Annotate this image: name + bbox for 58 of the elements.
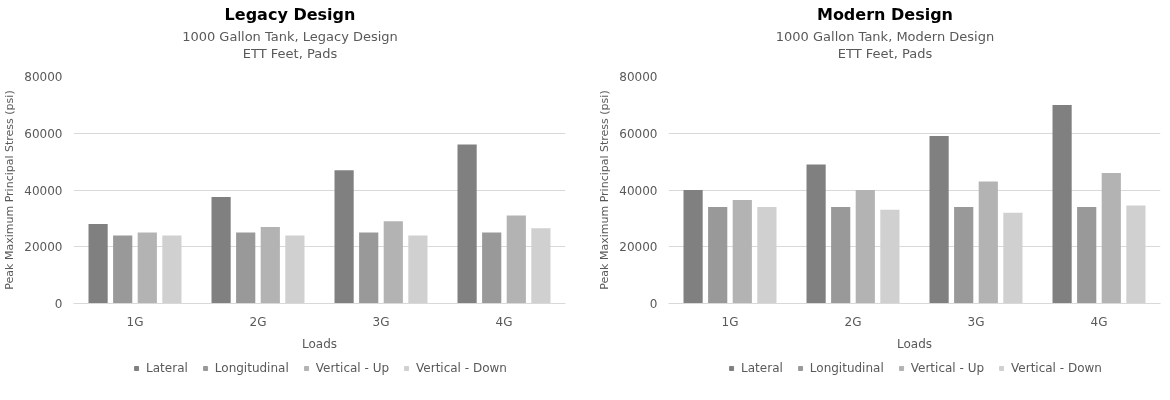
bar	[113, 235, 133, 304]
y-tick-label: 20000	[619, 240, 658, 255]
x-tick-label: 2G	[249, 314, 267, 329]
legend-label: Vertical - Down	[1011, 361, 1102, 376]
bar	[383, 221, 403, 304]
bar	[88, 224, 108, 304]
bar	[683, 190, 703, 304]
bar	[1052, 105, 1072, 304]
y-tick-label: 60000	[24, 126, 63, 141]
bar	[831, 207, 851, 304]
legend-label: Vertical - Up	[315, 361, 390, 376]
chart-subtitle: 1000 Gallon Tank, Legacy Design ETT Feet, Pads	[182, 28, 398, 62]
chart-subtitle: 1000 Gallon Tank, Modern Design ETT Feet, Pads	[775, 28, 995, 62]
x-tick-label: 1G	[721, 314, 739, 329]
y-axis-title: Peak Maximum Principal Stress (psi)	[3, 90, 17, 290]
y-tick-label: 0	[54, 297, 63, 312]
bar	[236, 232, 256, 304]
bar	[359, 232, 379, 304]
bar	[334, 170, 354, 304]
chart-title: Legacy Design	[223, 5, 357, 24]
legend-label: Vertical - Down	[416, 361, 507, 376]
x-tick-label: 2G	[844, 314, 862, 329]
bar	[732, 200, 752, 304]
bar	[260, 227, 280, 304]
bar	[929, 136, 949, 304]
bar	[954, 207, 974, 304]
bar	[211, 197, 231, 304]
bar	[855, 190, 875, 304]
y-tick-label: 0	[649, 297, 658, 312]
y-axis-title: Peak Maximum Principal Stress (psi)	[598, 90, 612, 290]
bar	[457, 144, 477, 304]
legend-label: Lateral	[146, 361, 188, 376]
bar	[1101, 173, 1121, 304]
y-tick-label: 40000	[24, 183, 63, 198]
x-axis-title: Loads	[896, 336, 933, 351]
legend-label: Longitudinal	[809, 361, 884, 376]
bar	[708, 207, 728, 304]
bar	[137, 232, 157, 304]
bar	[506, 215, 526, 304]
x-tick-label: 3G	[372, 314, 390, 329]
bar	[1077, 207, 1097, 304]
x-tick-label: 4G	[1090, 314, 1108, 329]
bar	[806, 164, 826, 304]
x-tick-label: 1G	[126, 314, 144, 329]
legend-label: Longitudinal	[214, 361, 289, 376]
y-tick-label: 40000	[619, 183, 658, 198]
y-tick-label: 80000	[24, 70, 63, 85]
x-axis-title: Loads	[301, 336, 338, 351]
bar	[482, 232, 502, 304]
y-tick-label: 60000	[619, 126, 658, 141]
legend-label: Lateral	[741, 361, 783, 376]
y-tick-label: 20000	[24, 240, 63, 255]
bar	[978, 181, 998, 304]
x-tick-label: 4G	[495, 314, 513, 329]
chart-title: Modern Design	[815, 5, 954, 24]
legend-label: Vertical - Up	[910, 361, 985, 376]
y-tick-label: 80000	[619, 70, 658, 85]
x-tick-label: 3G	[967, 314, 985, 329]
